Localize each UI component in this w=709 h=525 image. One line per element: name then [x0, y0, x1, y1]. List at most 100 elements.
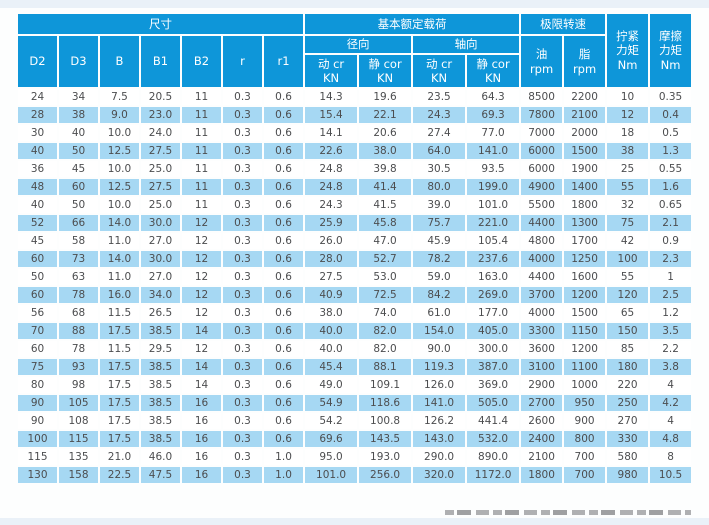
cell-tightening-torque: 38 [607, 143, 649, 159]
table-row: 48 60 12.5 27.5 11 0.3 0.6 24.8 41.4 80.0 199.0 490… [18, 179, 692, 195]
cell-grease-rpm: 1700 [564, 233, 606, 249]
cell-tightening-torque: 180 [607, 359, 649, 375]
cell-b2: 16 [182, 449, 221, 465]
cell-friction-torque: 0.4 [650, 107, 692, 123]
cell-grease-rpm: 2200 [564, 89, 606, 105]
cell-oil-rpm: 4900 [521, 179, 563, 195]
cell-friction-torque: 3.5 [650, 323, 692, 339]
cell-tightening-torque: 32 [607, 197, 649, 213]
cell-radial-static-cor: 52.7 [359, 251, 412, 267]
cell-radial-static-cor: 22.1 [359, 107, 412, 123]
cell-radial-dynamic-cr: 45.4 [305, 359, 358, 375]
cell-grease-rpm: 1200 [564, 341, 606, 357]
cell-d3: 38 [59, 107, 98, 123]
cell-tightening-torque: 25 [607, 161, 649, 177]
cell-d2: 90 [18, 395, 57, 411]
cell-axial-dynamic-cr: 64.0 [413, 143, 466, 159]
cell-b: 12.5 [100, 179, 139, 195]
cell-b2: 12 [182, 287, 221, 303]
cell-d2: 130 [18, 467, 57, 483]
cell-r1: 0.6 [264, 341, 304, 357]
cell-d2: 90 [18, 413, 57, 429]
cell-b: 11.0 [100, 233, 139, 249]
cell-axial-static-cor: 387.0 [467, 359, 520, 375]
cell-radial-dynamic-cr: 27.5 [305, 269, 358, 285]
cell-d3: 68 [59, 305, 98, 321]
cell-grease-rpm: 800 [564, 431, 606, 447]
cell-oil-rpm: 2600 [521, 413, 563, 429]
cell-grease-rpm: 1600 [564, 269, 606, 285]
cell-friction-torque: 0.35 [650, 89, 692, 105]
cell-tightening-torque: 220 [607, 377, 649, 393]
cell-axial-static-cor: 69.3 [467, 107, 520, 123]
cell-b2: 11 [182, 143, 221, 159]
cell-radial-static-cor: 88.1 [359, 359, 412, 375]
cell-friction-torque: 3.8 [650, 359, 692, 375]
cell-d2: 36 [18, 161, 57, 177]
cell-oil-rpm: 3600 [521, 341, 563, 357]
cell-radial-dynamic-cr: 54.9 [305, 395, 358, 411]
cell-r1: 0.6 [264, 305, 304, 321]
cell-friction-torque: 2.1 [650, 215, 692, 231]
cell-b: 17.5 [100, 413, 139, 429]
cell-grease-rpm: 1400 [564, 179, 606, 195]
cell-axial-static-cor: 369.0 [467, 377, 520, 393]
bearing-spec-table: 尺寸 基本额定载荷 极限转速 拧紧 力矩 Nm 摩擦 力矩 Nm D2 D3 B… [16, 12, 693, 485]
cell-tightening-torque: 75 [607, 215, 649, 231]
cell-oil-rpm: 3100 [521, 359, 563, 375]
cell-tightening-torque: 12 [607, 107, 649, 123]
cell-radial-static-cor: 45.8 [359, 215, 412, 231]
cell-r1: 0.6 [264, 233, 304, 249]
cell-radial-dynamic-cr: 24.8 [305, 161, 358, 177]
table-row: 70 88 17.5 38.5 14 0.3 0.6 40.0 82.0 154.0 405.0 33… [18, 323, 692, 339]
cell-friction-torque: 4.2 [650, 395, 692, 411]
cell-axial-static-cor: 199.0 [467, 179, 520, 195]
cell-axial-dynamic-cr: 80.0 [413, 179, 466, 195]
cell-b1: 29.5 [141, 341, 180, 357]
cell-axial-static-cor: 300.0 [467, 341, 520, 357]
table-row: 52 66 14.0 30.0 12 0.3 0.6 25.9 45.8 75.7 221.0 440… [18, 215, 692, 231]
cell-b: 17.5 [100, 359, 139, 375]
cell-b: 14.0 [100, 215, 139, 231]
cell-axial-dynamic-cr: 126.2 [413, 413, 466, 429]
cell-d3: 78 [59, 341, 98, 357]
cell-b2: 16 [182, 431, 221, 447]
cell-r: 0.3 [223, 359, 262, 375]
cell-radial-dynamic-cr: 14.3 [305, 89, 358, 105]
cell-d3: 40 [59, 125, 98, 141]
cell-axial-static-cor: 64.3 [467, 89, 520, 105]
cell-friction-torque: 0.9 [650, 233, 692, 249]
cell-oil-rpm: 3300 [521, 323, 563, 339]
cell-d3: 73 [59, 251, 98, 267]
cell-b2: 12 [182, 233, 221, 249]
header-axial-dynamic-cr: 动 cr KN [413, 55, 466, 87]
cell-d3: 98 [59, 377, 98, 393]
cell-b: 7.5 [100, 89, 139, 105]
cell-r: 0.3 [223, 89, 262, 105]
cell-tightening-torque: 100 [607, 251, 649, 267]
cell-b1: 38.5 [141, 359, 180, 375]
cell-b1: 46.0 [141, 449, 180, 465]
header-group-dimensions: 尺寸 [18, 14, 304, 34]
cell-radial-static-cor: 72.5 [359, 287, 412, 303]
header-grease-rpm: 脂 rpm [564, 36, 606, 87]
cell-oil-rpm: 2700 [521, 395, 563, 411]
cell-r1: 0.6 [264, 377, 304, 393]
cell-d2: 30 [18, 125, 57, 141]
cell-d3: 45 [59, 161, 98, 177]
cell-friction-torque: 0.65 [650, 197, 692, 213]
cell-b: 10.0 [100, 125, 139, 141]
cell-oil-rpm: 5500 [521, 197, 563, 213]
cell-oil-rpm: 7800 [521, 107, 563, 123]
cell-b: 17.5 [100, 323, 139, 339]
cell-oil-rpm: 7000 [521, 125, 563, 141]
cell-r: 0.3 [223, 287, 262, 303]
cell-axial-dynamic-cr: 320.0 [413, 467, 466, 483]
cell-axial-static-cor: 505.0 [467, 395, 520, 411]
cell-axial-static-cor: 890.0 [467, 449, 520, 465]
table-row: 56 68 11.5 26.5 12 0.3 0.6 38.0 74.0 61.0 177.0 400… [18, 305, 692, 321]
cell-b1: 30.0 [141, 251, 180, 267]
cell-r1: 0.6 [264, 179, 304, 195]
cell-d2: 75 [18, 359, 57, 375]
cell-d2: 28 [18, 107, 57, 123]
